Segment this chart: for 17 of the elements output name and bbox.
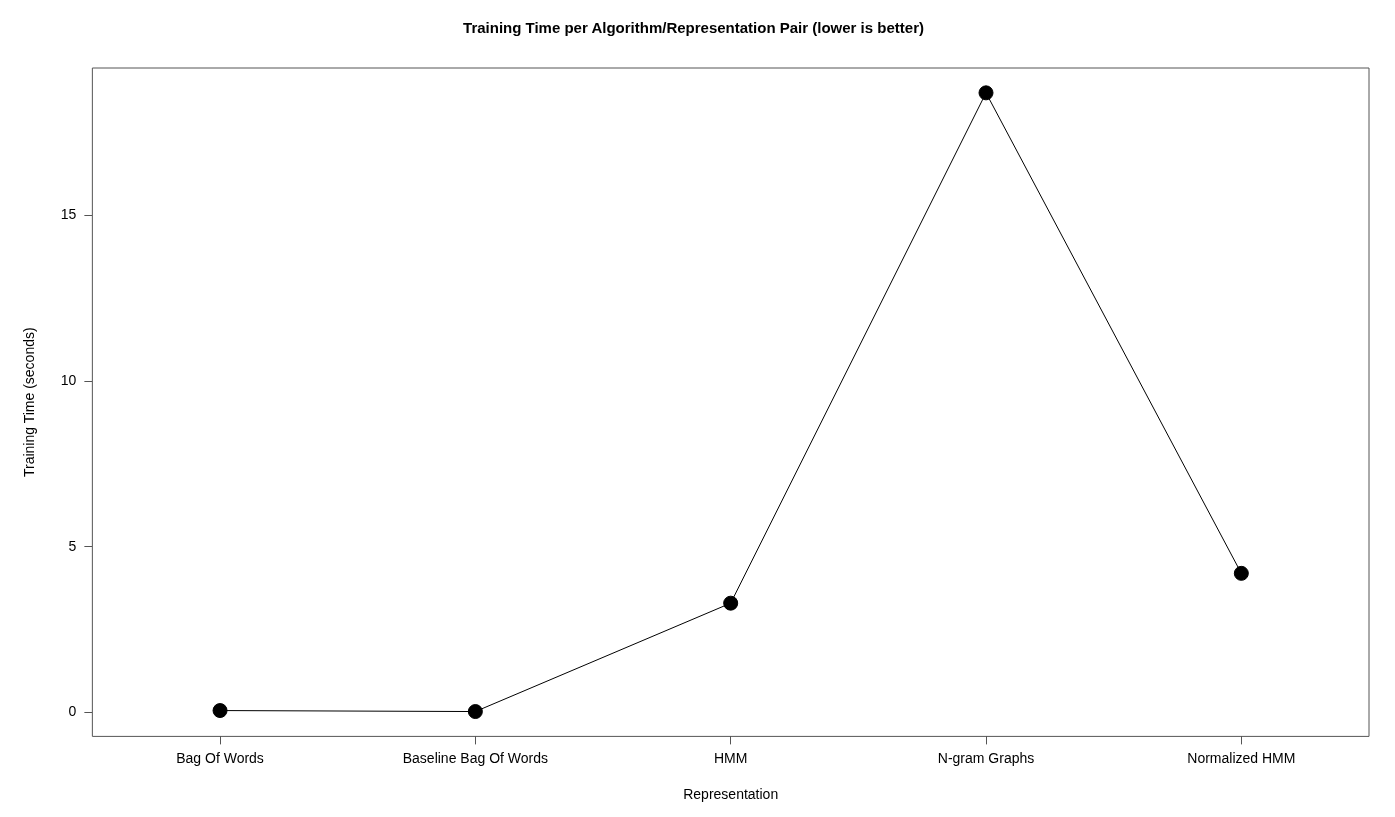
x-tick-label: HMM (713, 749, 748, 766)
y-tick-label: 15 (60, 206, 77, 223)
y-axis-title: Training Time (seconds) (21, 327, 38, 478)
point (723, 595, 739, 611)
x-tick-label: Bag Of Words (176, 749, 264, 766)
x-axis-title: Representation (683, 786, 779, 803)
point (467, 704, 483, 720)
x-tick-label: N-gram Graphs (937, 749, 1035, 766)
point (1233, 565, 1249, 581)
point (212, 703, 228, 719)
y-tick-label: 10 (60, 372, 77, 389)
x-tick-label: Baseline Bag Of Words (402, 749, 548, 766)
chart-title: Training Time per Algorithm/Representation Pair (lower is better) (463, 19, 924, 37)
y-tick-label: 0 (68, 703, 77, 720)
y-tick-label: 5 (68, 537, 77, 554)
x-tick-label: Normalized HMM (1187, 749, 1296, 766)
point (978, 85, 994, 101)
